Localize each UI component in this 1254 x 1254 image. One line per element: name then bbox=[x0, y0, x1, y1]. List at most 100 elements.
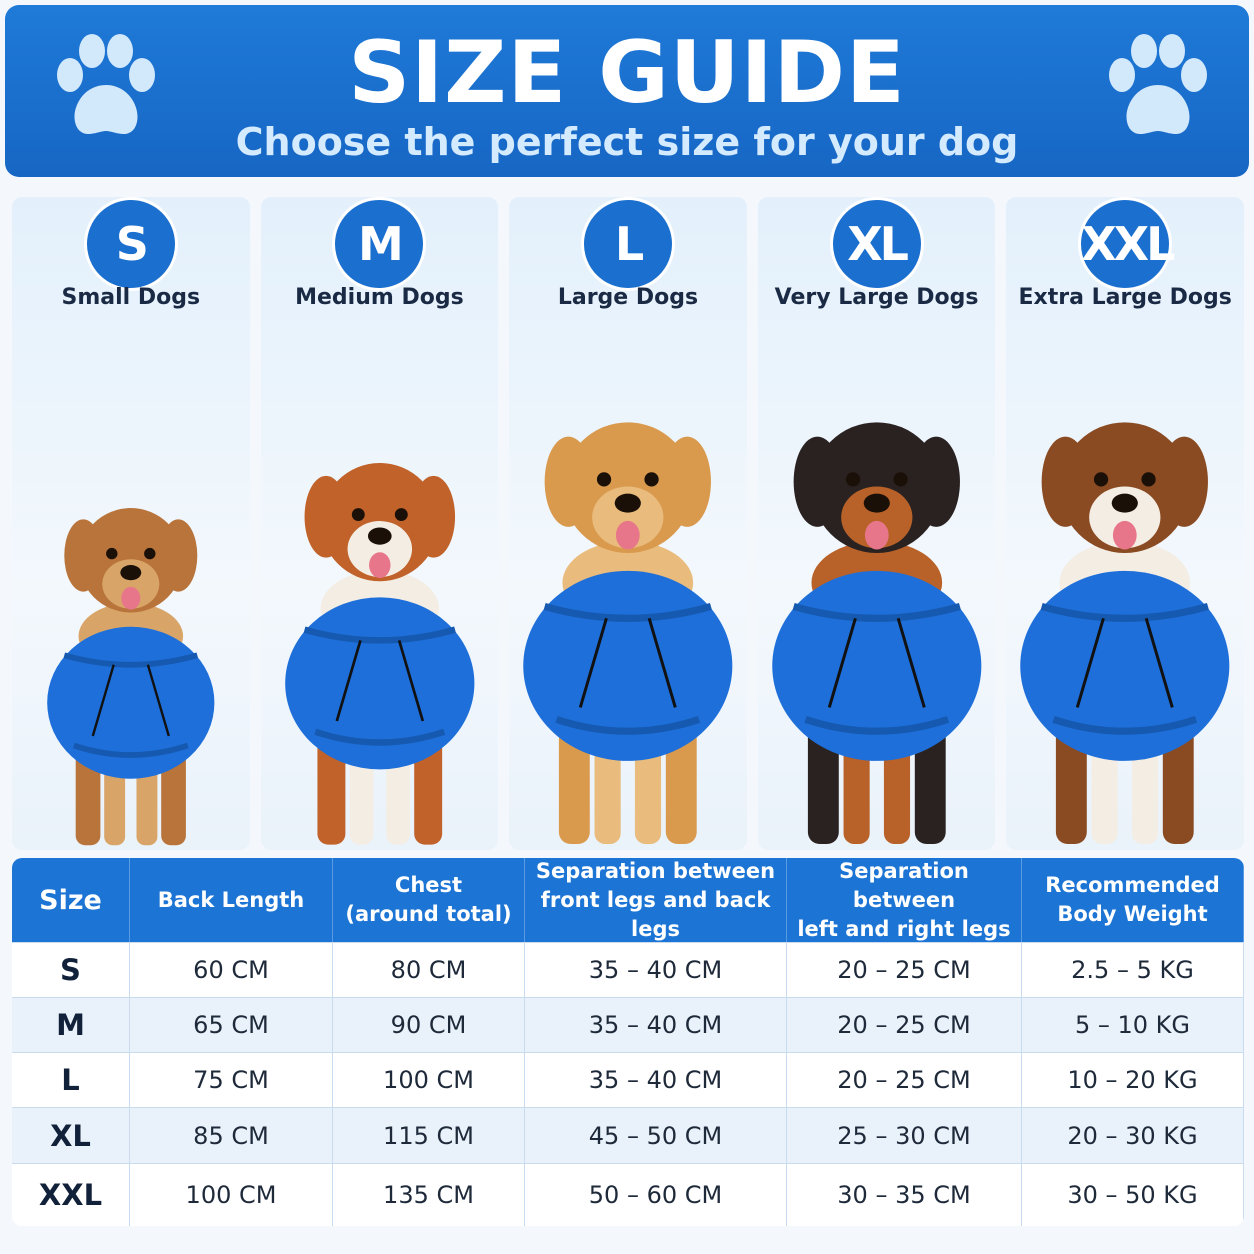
column-header: Separation between front legs and back l… bbox=[525, 858, 787, 942]
table-cell: S bbox=[12, 942, 130, 997]
table-cell: 45 – 50 CM bbox=[525, 1107, 787, 1163]
dog-tongue bbox=[616, 520, 640, 550]
coat-seam bbox=[792, 603, 961, 622]
dog-illustration bbox=[523, 422, 733, 845]
table-cell: 65 CM bbox=[130, 997, 333, 1052]
table-cell: 50 – 60 CM bbox=[525, 1163, 787, 1226]
title: SIZE GUIDE bbox=[348, 23, 906, 123]
size-badge: XL bbox=[829, 197, 924, 291]
dog-muzzle bbox=[592, 486, 664, 549]
header: SIZE GUIDE Choose the perfect size for y… bbox=[5, 5, 1249, 177]
dog-nose bbox=[367, 527, 392, 545]
coat-seam bbox=[543, 603, 713, 622]
size-badge: L bbox=[580, 197, 675, 291]
table-cell: 135 CM bbox=[333, 1163, 525, 1226]
dog-tongue bbox=[1113, 520, 1138, 550]
dog-nose bbox=[614, 493, 642, 513]
size-card: XL Very Large Dogs bbox=[757, 197, 996, 850]
dog-eye bbox=[1141, 472, 1157, 487]
coat-cord bbox=[827, 617, 926, 708]
subtitle: Choose the perfect size for your dog bbox=[235, 120, 1019, 164]
dog-coat bbox=[47, 626, 215, 779]
coat-seam bbox=[1052, 715, 1198, 735]
dog-eye bbox=[644, 472, 659, 487]
dog-nose bbox=[120, 565, 142, 581]
table-cell: 60 CM bbox=[130, 942, 333, 997]
size-label: Medium Dogs bbox=[295, 285, 464, 310]
dog-coat bbox=[523, 570, 733, 761]
table-cell: 90 CM bbox=[333, 997, 525, 1052]
dog-coat bbox=[1020, 570, 1230, 761]
size-card: XXL Extra Large Dogs bbox=[1006, 197, 1244, 850]
size-label: Very Large Dogs bbox=[774, 285, 979, 310]
dog-nose bbox=[1112, 493, 1139, 513]
table-cell: 115 CM bbox=[333, 1107, 525, 1163]
coat-cord bbox=[91, 664, 170, 737]
paw-icon bbox=[1109, 34, 1207, 135]
dog-eye bbox=[144, 547, 156, 560]
paw-icon bbox=[57, 34, 155, 135]
table-cell: 2.5 – 5 KG bbox=[1022, 942, 1244, 997]
table-cell: 30 – 50 KG bbox=[1022, 1163, 1244, 1226]
table-cell: 35 – 40 CM bbox=[525, 942, 787, 997]
size-card: M Medium Dogs bbox=[260, 197, 499, 850]
table-cell: 30 – 35 CM bbox=[787, 1163, 1022, 1226]
coat-seam bbox=[1041, 603, 1210, 622]
table-cell: 75 CM bbox=[130, 1052, 333, 1107]
size-card: S Small Dogs bbox=[12, 197, 250, 850]
dog-coat bbox=[284, 597, 474, 770]
table-cell: L bbox=[12, 1052, 130, 1107]
size-card: L Large Dogs bbox=[509, 197, 747, 850]
coat-seam bbox=[63, 652, 199, 668]
size-label: Extra Large Dogs bbox=[1018, 285, 1232, 310]
table-cell: 20 – 25 CM bbox=[787, 1052, 1022, 1107]
size-badge: M bbox=[332, 197, 427, 291]
table-cell: 20 – 25 CM bbox=[787, 942, 1022, 997]
dog-eye bbox=[106, 547, 118, 560]
dog-coat bbox=[772, 570, 982, 761]
dog-muzzle bbox=[347, 521, 412, 577]
table-cell: 85 CM bbox=[130, 1107, 333, 1163]
table-cell: XL bbox=[12, 1107, 130, 1163]
dog-tongue bbox=[121, 586, 141, 610]
table-cell: 35 – 40 CM bbox=[525, 1052, 787, 1107]
dog-illustration bbox=[47, 508, 215, 846]
table-cell: 35 – 40 CM bbox=[525, 997, 787, 1052]
coat-seam bbox=[313, 728, 445, 746]
column-header: Back Length bbox=[130, 858, 333, 942]
dog-nose bbox=[863, 493, 890, 513]
coat-cord bbox=[335, 639, 424, 722]
column-header: Recommended Body Weight bbox=[1022, 858, 1244, 942]
dog-illustration bbox=[772, 422, 982, 845]
coat-seam bbox=[804, 715, 949, 735]
table-cell: 20 – 25 CM bbox=[787, 997, 1022, 1052]
table-cell: 80 CM bbox=[333, 942, 525, 997]
coat-seam bbox=[72, 742, 189, 758]
size-cards: S Small Dogs M Medium Dogs L bbox=[12, 197, 1244, 850]
dog-eye bbox=[893, 472, 908, 487]
table-cell: M bbox=[12, 997, 130, 1052]
size-label: Large Dogs bbox=[557, 285, 699, 310]
dog-tongue bbox=[368, 552, 391, 579]
dog-eye bbox=[351, 508, 365, 522]
dog-eye bbox=[1094, 472, 1109, 487]
coat-cord bbox=[579, 617, 677, 708]
table-cell: 100 CM bbox=[130, 1163, 333, 1226]
dog-illustration bbox=[1020, 422, 1230, 845]
size-badge: S bbox=[83, 197, 178, 291]
table-cell: 100 CM bbox=[333, 1052, 525, 1107]
size-label: Small Dogs bbox=[61, 285, 201, 310]
table-cell: 20 – 30 KG bbox=[1022, 1107, 1244, 1163]
dog-eye bbox=[845, 472, 860, 487]
dog-illustration bbox=[284, 463, 474, 845]
dog-eye bbox=[597, 472, 612, 487]
table-cell: 5 – 10 KG bbox=[1022, 997, 1244, 1052]
coat-seam bbox=[555, 715, 701, 735]
column-header: Size bbox=[12, 858, 130, 942]
dog-muzzle bbox=[102, 559, 160, 609]
dog-muzzle bbox=[840, 486, 913, 549]
column-header: Chest (around total) bbox=[333, 858, 525, 942]
dog-eye bbox=[394, 508, 408, 522]
dog-muzzle bbox=[1089, 486, 1161, 549]
